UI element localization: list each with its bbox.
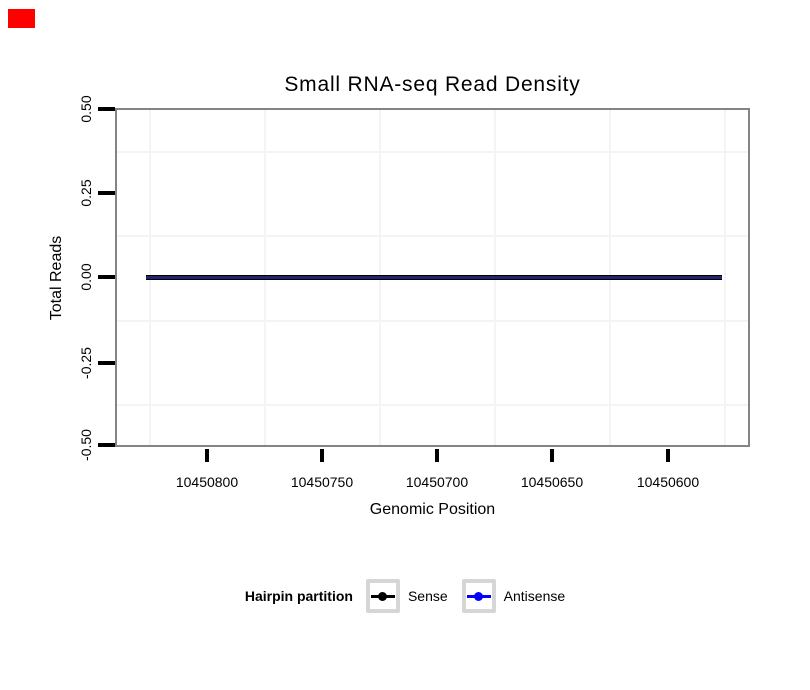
y-tick-mark [98,191,115,195]
x-tick-label: 10450750 [290,474,354,490]
legend-item-label: Sense [407,588,448,604]
y-tick-mark [98,443,115,447]
y-tick-label: 0.50 [78,95,94,123]
minor-gridline-horizontal [117,404,748,406]
y-tick-mark [98,107,115,111]
minor-gridline-vertical [724,110,726,445]
y-axis-title: Total Reads [48,235,65,321]
y-tick-mark [98,275,115,279]
legend-key-dot [378,591,388,601]
x-tick-mark [205,449,209,462]
legend-key-sense [365,579,400,613]
x-tick-label: 10450700 [405,474,469,490]
x-tick-label: 10450600 [636,474,700,490]
minor-gridline-horizontal [117,320,748,322]
x-tick-mark [320,449,324,462]
x-tick-label: 10450650 [520,474,584,490]
legend-items: Sense Antisense [365,579,566,613]
x-tick-label: 10450800 [175,474,239,490]
y-tick-label: 0.00 [78,263,94,291]
x-axis-title: Genomic Position [369,501,496,518]
legend-key-antisense [461,579,496,613]
y-tick-label: 0.25 [78,179,94,207]
y-tick-label: -0.50 [78,429,94,461]
x-tick-mark [435,449,439,462]
red-marker [8,9,35,28]
x-tick-mark [666,449,670,462]
legend: Hairpin partition Sense Antisense [0,577,810,615]
legend-item: Antisense [461,579,566,613]
y-tick-mark [98,361,115,365]
y-tick-label: -0.25 [78,347,94,379]
read-density-line [146,275,722,280]
legend-item: Sense [365,579,448,613]
chart-title: Small RNA-seq Read Density [284,73,581,96]
minor-gridline-horizontal [117,151,748,153]
legend-title: Hairpin partition [244,588,353,604]
legend-key-dot [474,591,484,601]
minor-gridline-horizontal [117,235,748,237]
x-tick-mark [550,449,554,462]
legend-item-label: Antisense [503,588,566,604]
